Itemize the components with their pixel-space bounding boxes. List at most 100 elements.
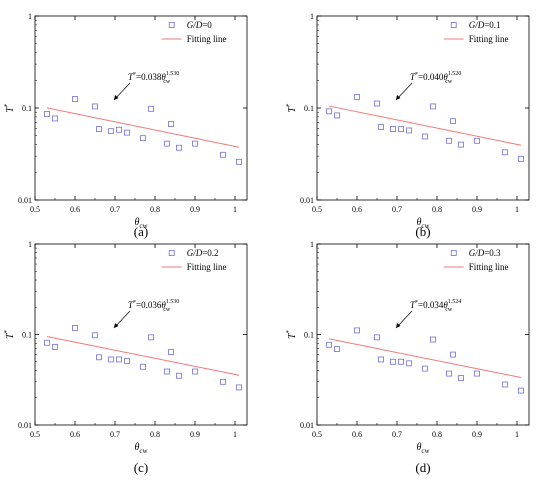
panel-label: (a): [134, 224, 148, 239]
equation-subscript: cw: [445, 307, 453, 313]
equation-arrow-head: [396, 95, 401, 100]
data-point: [148, 105, 154, 112]
y-tick-label: 0.01: [300, 196, 314, 205]
data-point: [334, 112, 340, 119]
fitting-line: [328, 105, 522, 146]
y-tick-label: 1: [310, 12, 314, 21]
data-point: [474, 137, 480, 144]
data-point: [168, 349, 174, 355]
data-point: [406, 127, 412, 134]
x-tick-label: 0.5: [30, 205, 40, 214]
equation-arrow-head: [396, 323, 401, 328]
data-point: [116, 356, 122, 363]
data-point: [108, 356, 114, 363]
equation-superscript: *: [133, 72, 136, 78]
chart-panel: 0.5 0.6 0.7 0.8 0.9 10.010.11θcwT*G/D=0.1Fitt…: [285, 12, 530, 239]
x-tick-label: 0.7: [392, 430, 402, 439]
x-axis-label: θcw: [134, 442, 148, 455]
data-point: [518, 155, 524, 162]
legend-label-symbol: G/D: [469, 20, 485, 30]
data-point: [164, 140, 170, 147]
x-axis-label-symbol: θ: [134, 217, 139, 228]
data-point: [398, 358, 404, 365]
x-tick-label: 1: [233, 205, 237, 214]
equation-exponent: 1.530: [166, 71, 180, 77]
data-point: [446, 137, 452, 144]
legend-marker: [168, 250, 175, 256]
equation-superscript: *: [415, 300, 418, 306]
data-point: [450, 118, 456, 125]
data-point: [176, 372, 182, 379]
equation-coefficient: =0.036: [136, 300, 162, 310]
x-tick-label: 0.5: [312, 205, 322, 214]
x-tick-label: 0.9: [190, 205, 200, 214]
equation-subscript: cw: [163, 79, 171, 85]
equation-annotation: T*=0.036θ1.530 cw: [128, 299, 179, 313]
y-tick-label: 0.1: [304, 104, 314, 113]
data-point: [140, 363, 146, 370]
y-tick-label: 0.1: [304, 331, 314, 340]
y-axis-label-symbol: T: [5, 332, 16, 339]
panel-label: (d): [415, 460, 430, 475]
y-tick-label: 0.1: [22, 331, 32, 340]
y-axis-label: T*: [285, 329, 298, 339]
legend-label: G/D=0.3: [469, 248, 501, 258]
chart-panel: 0.5 0.6 0.7 0.8 0.9 10.010.11θcwT*G/D=0.2Fitt…: [3, 240, 248, 475]
equation-exponent: 1.524: [448, 299, 462, 305]
data-point: [220, 151, 226, 158]
legend-label-symbol: G/D: [469, 248, 485, 258]
y-axis-label-symbol: T: [5, 106, 16, 113]
x-tick-label: 0.5: [30, 430, 40, 439]
x-tick-label: 0.9: [472, 205, 482, 214]
data-point: [430, 103, 436, 110]
x-axis-label: θcw: [416, 442, 430, 455]
data-point: [72, 325, 78, 331]
equation-subscript: cw: [445, 79, 453, 85]
equation-annotation: T*=0.038θ1.530 cw: [128, 71, 179, 85]
data-point: [96, 354, 102, 361]
data-point: [458, 141, 464, 148]
data-point: [390, 126, 396, 132]
x-tick-label: 0.6: [70, 205, 80, 214]
legend-label-value: =0.2: [202, 248, 218, 258]
y-axis-label: T*: [3, 103, 16, 113]
legend-fit-label: Fitting line: [469, 262, 509, 272]
data-point: [164, 368, 170, 375]
data-point: [116, 126, 122, 133]
legend-fit-label: Fitting line: [187, 34, 227, 44]
y-tick-label: 0.01: [300, 421, 314, 430]
legend-marker: [168, 22, 175, 28]
data-point: [236, 384, 242, 391]
legend-marker: [450, 22, 457, 28]
data-point: [354, 327, 360, 334]
x-axis-label: θcw: [416, 217, 430, 230]
x-axis-label-subscript: cw: [421, 447, 430, 455]
y-axis-label-superscript: *: [285, 329, 293, 333]
data-point: [474, 370, 480, 377]
x-tick-label: 0.8: [150, 430, 160, 439]
x-tick-label: 0.7: [110, 430, 120, 439]
x-tick-label: 0.7: [392, 205, 402, 214]
legend-fit-label: Fitting line: [187, 262, 227, 272]
legend-label-value: =0.1: [484, 20, 500, 30]
data-point: [326, 341, 332, 348]
data-point: [518, 387, 524, 394]
data-point: [378, 356, 384, 363]
equation-theta: θ: [443, 72, 448, 82]
data-point: [446, 370, 452, 377]
x-tick-label: 0.6: [352, 430, 362, 439]
equation-exponent: 1.520: [448, 71, 462, 77]
data-point: [148, 334, 154, 341]
data-point: [140, 135, 146, 142]
x-tick-label: 1: [515, 430, 519, 439]
y-axis-label-symbol: T: [287, 332, 298, 339]
data-point: [72, 96, 78, 102]
data-point: [422, 365, 428, 372]
equation-subscript: cw: [163, 307, 171, 313]
equation-theta: θ: [161, 300, 166, 310]
data-point: [458, 375, 464, 381]
data-point: [176, 144, 182, 151]
x-axis-label-subscript: cw: [139, 222, 148, 230]
x-axis-label-subscript: cw: [421, 222, 430, 230]
